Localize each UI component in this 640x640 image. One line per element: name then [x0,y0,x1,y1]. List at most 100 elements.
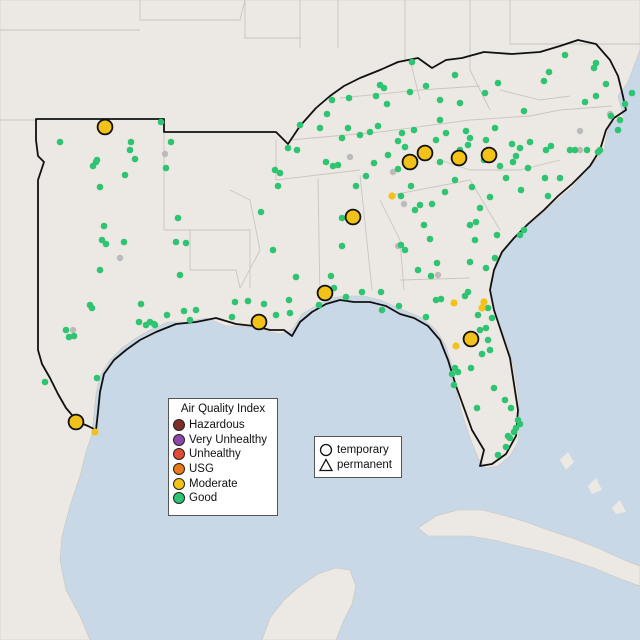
good-marker[interactable] [566,146,574,154]
good-marker[interactable] [56,138,64,146]
good-marker[interactable] [432,136,440,144]
good-marker[interactable] [474,311,482,319]
good-marker[interactable] [422,82,430,90]
good-marker[interactable] [451,364,459,372]
no-data-marker[interactable] [576,146,584,154]
no-data-marker[interactable] [389,168,397,176]
good-marker[interactable] [456,99,464,107]
moderate-temporary-marker[interactable] [401,153,419,171]
good-marker[interactable] [269,246,277,254]
good-marker[interactable] [614,126,622,134]
good-marker[interactable] [162,164,170,172]
good-marker[interactable] [507,404,515,412]
good-marker[interactable] [473,404,481,412]
good-marker[interactable] [167,138,175,146]
good-marker[interactable] [476,326,484,334]
good-marker[interactable] [524,164,532,172]
good-marker[interactable] [540,77,548,85]
good-marker[interactable] [516,144,524,152]
moderate-temporary-marker[interactable] [96,118,114,136]
good-marker[interactable] [467,364,475,372]
good-marker[interactable] [408,58,416,66]
good-marker[interactable] [436,116,444,124]
good-marker[interactable] [285,296,293,304]
good-marker[interactable] [352,182,360,190]
no-data-marker[interactable] [116,254,124,262]
good-marker[interactable] [520,107,528,115]
good-marker[interactable] [437,295,445,303]
good-marker[interactable] [398,129,406,137]
good-marker[interactable] [607,112,615,120]
good-marker[interactable] [602,80,610,88]
good-marker[interactable] [88,304,96,312]
good-marker[interactable] [501,396,509,404]
good-marker[interactable] [96,183,104,191]
good-marker[interactable] [414,266,422,274]
good-marker[interactable] [496,162,504,170]
good-marker[interactable] [372,92,380,100]
good-marker[interactable] [102,240,110,248]
good-marker[interactable] [274,182,282,190]
good-marker[interactable] [406,88,414,96]
good-marker[interactable] [462,127,470,135]
moderate-small-marker[interactable] [91,428,99,436]
good-marker[interactable] [176,271,184,279]
good-marker[interactable] [397,192,405,200]
good-marker[interactable] [494,451,502,459]
good-marker[interactable] [512,152,520,160]
good-marker[interactable] [407,182,415,190]
good-marker[interactable] [484,336,492,344]
good-marker[interactable] [592,92,600,100]
good-marker[interactable] [486,193,494,201]
good-marker[interactable] [260,300,268,308]
good-marker[interactable] [334,161,342,169]
moderate-temporary-marker[interactable] [67,413,85,431]
good-marker[interactable] [127,138,135,146]
good-marker[interactable] [520,226,528,234]
good-marker[interactable] [488,314,496,322]
good-marker[interactable] [464,288,472,296]
good-marker[interactable] [316,124,324,132]
good-marker[interactable] [516,231,524,239]
good-marker[interactable] [581,98,589,106]
good-marker[interactable] [93,374,101,382]
good-marker[interactable] [272,311,280,319]
good-marker[interactable] [276,169,284,177]
good-marker[interactable] [401,246,409,254]
good-marker[interactable] [150,320,158,328]
good-marker[interactable] [121,171,129,179]
good-marker[interactable] [65,333,73,341]
good-marker[interactable] [397,241,405,249]
good-marker[interactable] [502,443,510,451]
good-marker[interactable] [594,148,602,156]
good-marker[interactable] [502,174,510,182]
moderate-small-marker[interactable] [388,192,396,200]
good-marker[interactable] [172,238,180,246]
good-marker[interactable] [451,71,459,79]
good-marker[interactable] [131,155,139,163]
good-marker[interactable] [441,188,449,196]
good-marker[interactable] [271,166,279,174]
good-marker[interactable] [411,206,419,214]
good-marker[interactable] [315,301,323,309]
good-marker[interactable] [338,134,346,142]
good-marker[interactable] [583,146,591,154]
good-marker[interactable] [96,266,104,274]
good-marker[interactable] [370,159,378,167]
good-marker[interactable] [100,222,108,230]
no-data-marker[interactable] [434,271,442,279]
good-marker[interactable] [466,134,474,142]
moderate-temporary-marker[interactable] [250,313,268,331]
good-marker[interactable] [592,59,600,67]
good-marker[interactable] [142,321,150,329]
good-marker[interactable] [516,420,524,428]
good-marker[interactable] [442,129,450,137]
moderate-temporary-marker[interactable] [344,208,362,226]
no-data-marker[interactable] [400,200,408,208]
good-marker[interactable] [126,146,134,154]
moderate-small-marker[interactable] [450,299,458,307]
good-marker[interactable] [504,432,512,440]
good-marker[interactable] [70,332,78,340]
good-marker[interactable] [561,51,569,59]
